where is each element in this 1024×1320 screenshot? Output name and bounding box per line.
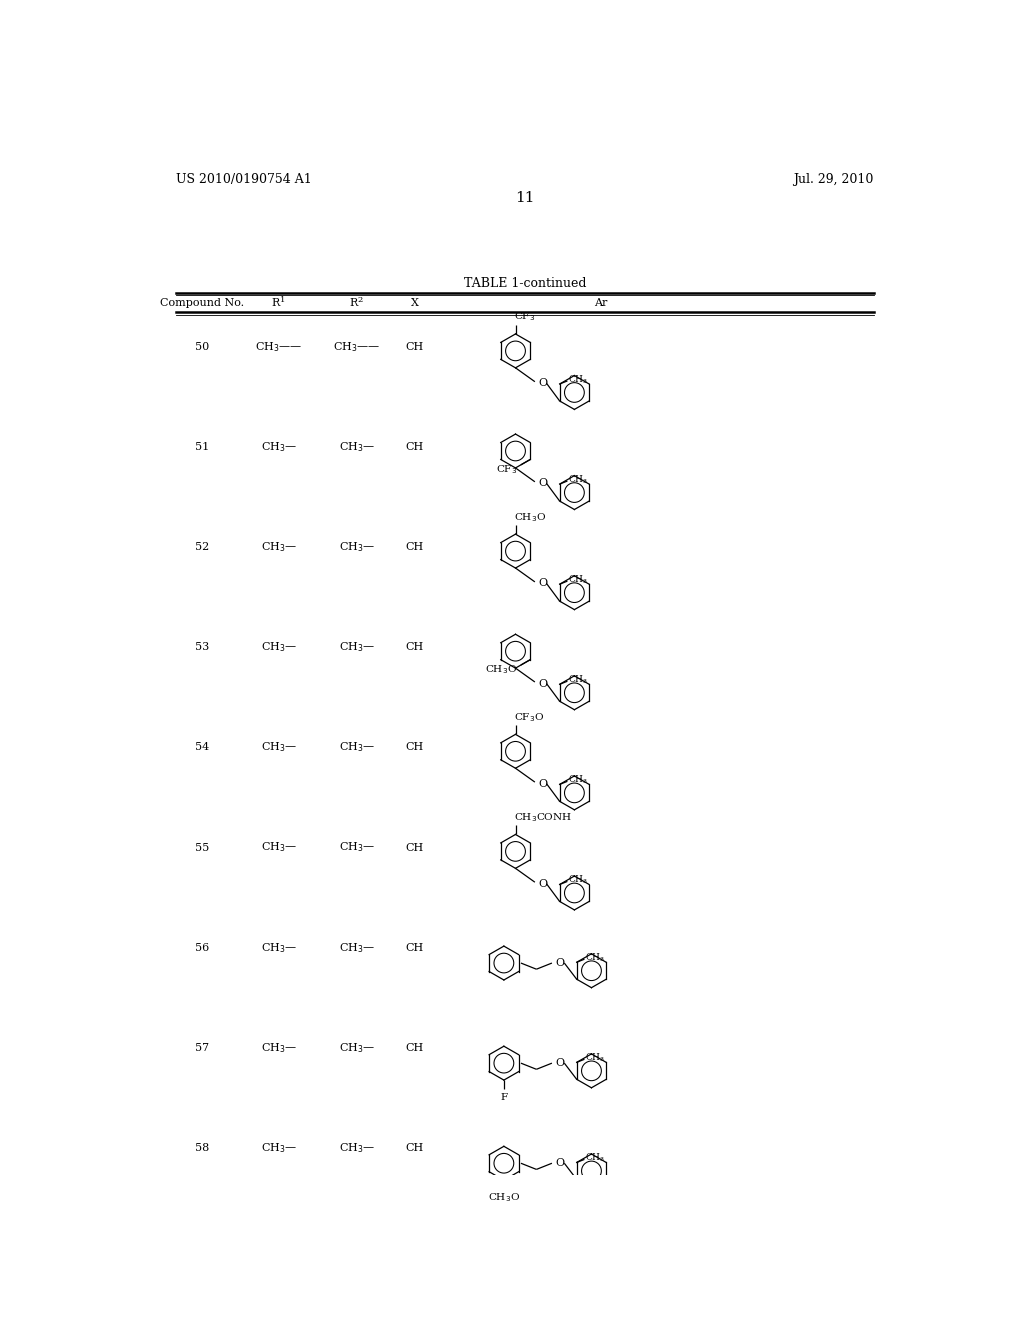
Text: O: O [538,678,547,689]
Text: CH: CH [406,543,424,552]
Text: CH: CH [406,643,424,652]
Text: R: R [349,298,357,308]
Text: CH: CH [406,842,424,853]
Text: CH$_3$O: CH$_3$O [487,1191,520,1204]
Text: CH$_3$——: CH$_3$—— [333,341,380,354]
Text: CH$_3$—: CH$_3$— [339,540,375,554]
Text: 54: 54 [195,742,209,752]
Text: CH$_3$—: CH$_3$— [339,1041,375,1055]
Text: CH$_3$O: CH$_3$O [485,663,517,676]
Text: CH$_3$: CH$_3$ [568,474,589,486]
Text: CF$_3$O: CF$_3$O [514,711,544,723]
Text: CH$_3$: CH$_3$ [568,374,589,385]
Text: CH$_3$—: CH$_3$— [261,741,297,754]
Text: CH$_3$—: CH$_3$— [261,941,297,954]
Text: CH$_3$—: CH$_3$— [339,941,375,954]
Text: 51: 51 [195,442,209,453]
Text: 1: 1 [281,296,286,304]
Text: CF$_3$: CF$_3$ [514,310,536,323]
Text: 57: 57 [195,1043,209,1053]
Text: US 2010/0190754 A1: US 2010/0190754 A1 [176,173,311,186]
Text: 2: 2 [357,296,364,304]
Text: CF$_3$: CF$_3$ [496,463,517,477]
Text: CH$_3$: CH$_3$ [568,874,589,886]
Text: 11: 11 [515,191,535,206]
Text: 50: 50 [195,342,209,352]
Text: CH$_3$—: CH$_3$— [339,640,375,655]
Text: CH$_3$: CH$_3$ [568,673,589,686]
Text: TABLE 1-continued: TABLE 1-continued [464,277,586,289]
Text: CH$_3$—: CH$_3$— [339,741,375,754]
Text: O: O [538,578,547,589]
Text: CH$_3$—: CH$_3$— [261,1041,297,1055]
Text: CH$_3$CONH: CH$_3$CONH [514,810,572,824]
Text: O: O [555,1158,564,1168]
Text: Jul. 29, 2010: Jul. 29, 2010 [794,173,873,186]
Text: 52: 52 [195,543,209,552]
Text: Ar: Ar [594,298,607,308]
Text: CH$_3$—: CH$_3$— [261,841,297,854]
Text: CH$_3$—: CH$_3$— [261,1140,297,1155]
Text: CH$_3$: CH$_3$ [568,573,589,586]
Text: O: O [538,379,547,388]
Text: 58: 58 [195,1143,209,1152]
Text: CH$_3$: CH$_3$ [585,1052,605,1064]
Text: CH$_3$: CH$_3$ [568,774,589,785]
Text: CH: CH [406,1143,424,1152]
Text: O: O [538,478,547,488]
Text: 53: 53 [195,643,209,652]
Text: CH: CH [406,942,424,953]
Text: CH$_3$—: CH$_3$— [261,441,297,454]
Text: CH: CH [406,442,424,453]
Text: 56: 56 [195,942,209,953]
Text: F: F [501,1093,508,1101]
Text: CH$_3$—: CH$_3$— [261,640,297,655]
Text: CH$_3$: CH$_3$ [585,1151,605,1164]
Text: X: X [411,298,419,308]
Text: CH$_3$—: CH$_3$— [339,441,375,454]
Text: CH$_3$—: CH$_3$— [261,540,297,554]
Text: R: R [272,298,281,308]
Text: CH: CH [406,742,424,752]
Text: CH$_3$: CH$_3$ [585,952,605,964]
Text: O: O [538,879,547,888]
Text: Compound No.: Compound No. [160,298,244,308]
Text: O: O [555,958,564,968]
Text: CH: CH [406,1043,424,1053]
Text: CH$_3$——: CH$_3$—— [255,341,303,354]
Text: CH$_3$—: CH$_3$— [339,1140,375,1155]
Text: 55: 55 [195,842,209,853]
Text: CH$_3$O: CH$_3$O [514,511,546,524]
Text: O: O [555,1059,564,1068]
Text: O: O [538,779,547,788]
Text: CH: CH [406,342,424,352]
Text: CH$_3$—: CH$_3$— [339,841,375,854]
